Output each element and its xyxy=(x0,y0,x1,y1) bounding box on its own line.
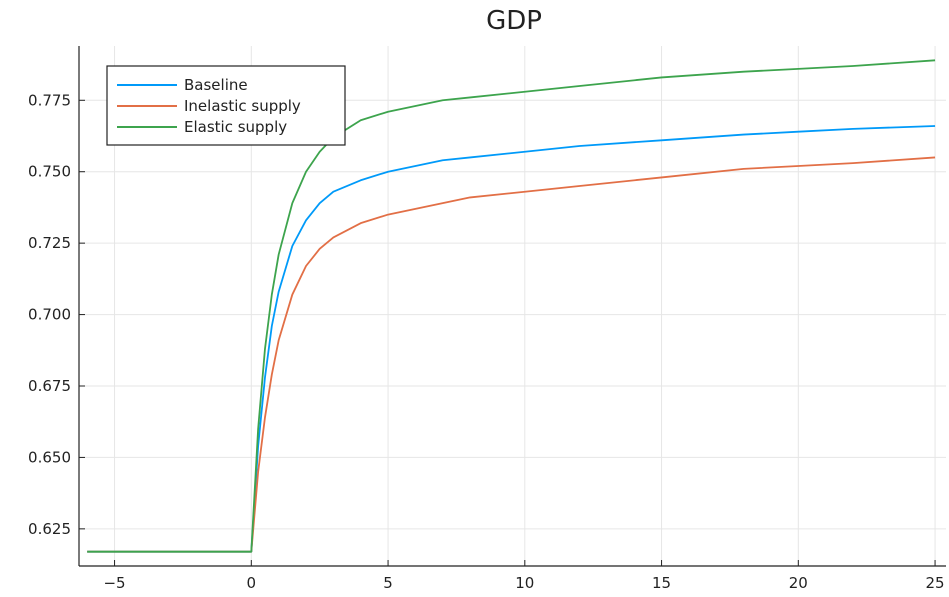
y-tick-label: 0.675 xyxy=(28,377,71,395)
x-tick-label: 10 xyxy=(515,574,534,592)
series-lines xyxy=(87,59,936,553)
legend-label: Inelastic supply xyxy=(184,97,301,115)
axes xyxy=(78,46,946,567)
x-tick-label: 0 xyxy=(247,574,257,592)
y-tick-label: 0.650 xyxy=(28,448,71,466)
legend-label: Elastic supply xyxy=(184,118,287,136)
legend: Baseline Inelastic supply Elastic supply xyxy=(106,65,346,146)
x-tick-label: 5 xyxy=(383,574,393,592)
y-tick-label: 0.750 xyxy=(28,163,71,181)
legend-label: Baseline xyxy=(184,76,248,94)
tick-labels: −5 0 5 10 15 20 25 0.625 0.650 0.675 0.700 0.725 0.7… xyxy=(28,91,945,592)
x-tick-label: 25 xyxy=(926,574,945,592)
grid-lines xyxy=(79,46,946,566)
x-tick-label: 15 xyxy=(652,574,671,592)
chart-title: GDP xyxy=(486,6,542,36)
x-tick-label: 20 xyxy=(789,574,808,592)
y-tick-label: 0.700 xyxy=(28,306,71,324)
series-line xyxy=(87,125,936,553)
series-line xyxy=(87,156,936,553)
series-line xyxy=(87,59,936,553)
x-tick-label: −5 xyxy=(103,574,125,592)
y-tick-label: 0.725 xyxy=(28,234,71,252)
y-tick-label: 0.625 xyxy=(28,520,71,538)
y-tick-label: 0.775 xyxy=(28,91,71,109)
